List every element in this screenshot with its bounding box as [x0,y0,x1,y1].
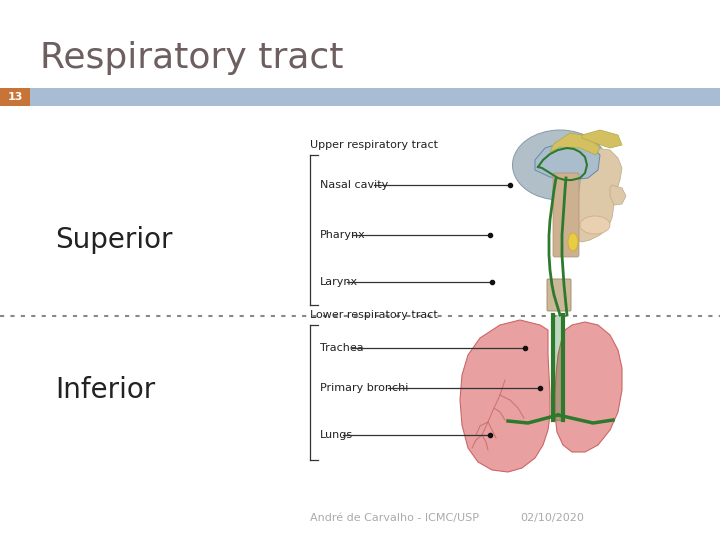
Polygon shape [555,322,622,452]
Text: Upper respiratory tract: Upper respiratory tract [310,140,438,150]
FancyBboxPatch shape [553,173,579,257]
Ellipse shape [568,233,578,251]
FancyBboxPatch shape [0,88,30,106]
Polygon shape [570,148,622,242]
Text: Primary bronchi: Primary bronchi [320,383,408,393]
Text: Respiratory tract: Respiratory tract [40,41,343,75]
FancyBboxPatch shape [547,279,571,311]
Polygon shape [582,130,622,148]
Polygon shape [460,320,550,472]
Text: André de Carvalho - ICMC/USP: André de Carvalho - ICMC/USP [310,513,479,523]
Ellipse shape [513,130,608,200]
Text: Trachea: Trachea [320,343,364,353]
Polygon shape [535,142,600,180]
FancyBboxPatch shape [30,88,720,106]
Polygon shape [610,185,626,205]
Text: Lower respiratory tract: Lower respiratory tract [310,310,438,320]
Text: 02/10/2020: 02/10/2020 [520,513,584,523]
Text: Inferior: Inferior [55,376,156,404]
Polygon shape [550,133,600,155]
Text: Larynx: Larynx [320,277,358,287]
Ellipse shape [580,216,610,234]
Text: Nasal cavity: Nasal cavity [320,180,388,190]
Text: Superior: Superior [55,226,173,254]
Text: Lungs: Lungs [320,430,353,440]
Text: Pharynx: Pharynx [320,230,366,240]
Text: 13: 13 [7,92,23,102]
